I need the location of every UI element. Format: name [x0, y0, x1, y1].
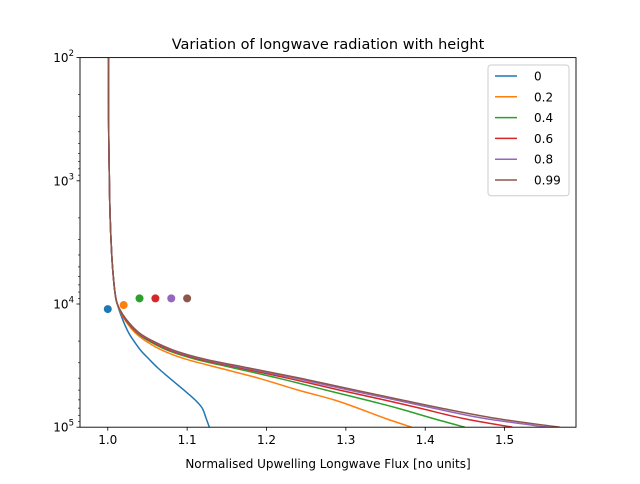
x-axis: 1.0 1.1 1.2 1.3 1.4 1.5 [98, 427, 514, 447]
legend-label: 0.99 [534, 174, 561, 188]
series-marker-2 [135, 294, 144, 303]
series-marker-3 [151, 294, 160, 303]
series-line-3 [107, 57, 513, 428]
x-axis-label: Normalised Upwelling Longwave Flux [no u… [185, 457, 470, 471]
axes-frame [79, 57, 577, 428]
legend-box [487, 64, 570, 197]
x-tick-label: 1.5 [495, 433, 514, 447]
series-line-0 [107, 57, 211, 428]
legend-label: 0.2 [534, 90, 553, 104]
series-marker-4 [167, 294, 176, 303]
series-line-5 [107, 57, 561, 428]
legend-label: 0.6 [534, 132, 553, 146]
x-tick-label: 1.0 [98, 433, 117, 447]
y-tick-label: 102 [53, 49, 74, 65]
legend: 0 0.2 0.4 0.6 0.8 0.99 [487, 64, 570, 197]
x-tick-label: 1.3 [336, 433, 355, 447]
series-marker-5 [183, 294, 192, 303]
x-tick-label: 1.1 [178, 433, 197, 447]
x-tick-label: 1.4 [416, 433, 435, 447]
y-tick-label: 103 [53, 172, 74, 188]
legend-label: 0 [534, 70, 542, 84]
plot-area [103, 57, 561, 428]
series-marker-1 [119, 301, 128, 310]
chart-title: Variation of longwave radiation with hei… [172, 37, 485, 53]
legend-label: 0.4 [534, 111, 553, 125]
y-tick-label: 104 [53, 296, 74, 312]
x-tick-label: 1.2 [257, 433, 276, 447]
y-axis: 102 103 104 105 [53, 49, 80, 435]
series-marker-0 [103, 305, 112, 314]
y-tick-label: 105 [53, 419, 74, 435]
legend-label: 0.8 [534, 153, 553, 167]
series-line-4 [107, 57, 549, 428]
